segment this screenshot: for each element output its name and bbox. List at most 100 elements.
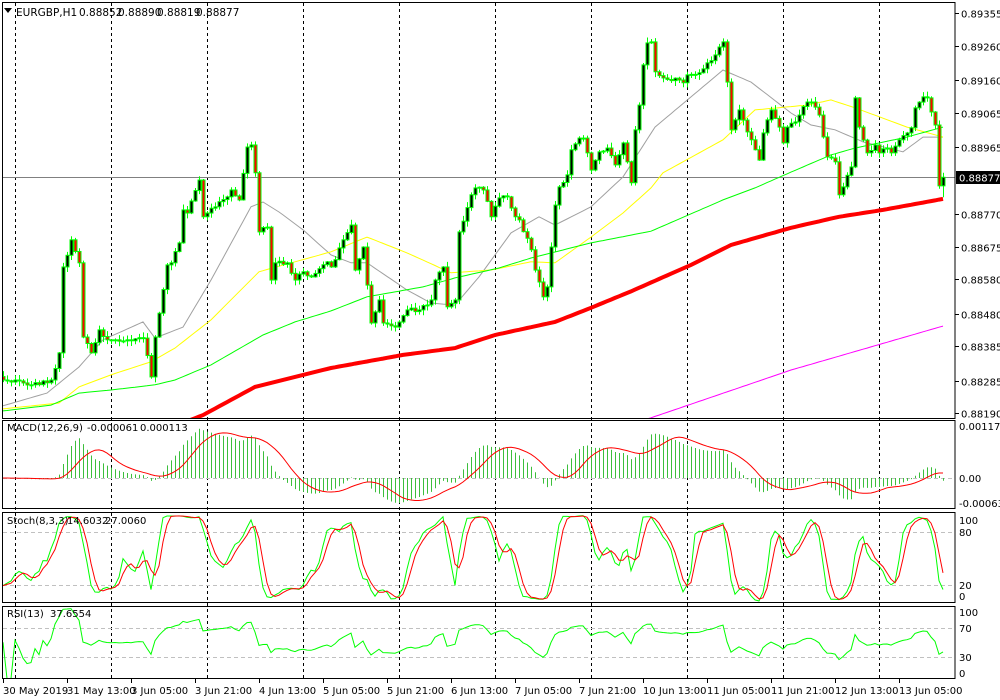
candle-body: [885, 147, 890, 150]
candle: [621, 141, 626, 160]
candle-body: [17, 379, 22, 382]
candle-body: [765, 119, 770, 134]
candle: [713, 50, 718, 65]
candle: [389, 319, 394, 331]
candle-body: [817, 106, 822, 116]
candle: [37, 380, 42, 387]
candle-body: [905, 132, 910, 137]
candle-body: [569, 149, 574, 176]
candle: [785, 125, 790, 148]
candle: [717, 43, 722, 58]
candle-body: [389, 323, 394, 327]
candle-body: [361, 246, 366, 260]
candle-body: [649, 41, 654, 44]
candle: [325, 260, 330, 267]
time-tick-label: 12 Jun 13:00: [835, 686, 899, 697]
candle-body: [897, 139, 902, 147]
stoch-panel-frame: [2, 512, 956, 603]
stoch-scale-0: 0: [959, 592, 965, 603]
candle-body: [577, 137, 582, 145]
price-tick-label: 0.88965: [961, 144, 1000, 155]
candle: [937, 120, 942, 189]
candle-body: [565, 174, 570, 184]
candle: [421, 304, 426, 316]
candle: [357, 257, 362, 275]
candle: [69, 236, 74, 261]
candle-body: [85, 336, 90, 344]
candle-body: [829, 156, 834, 159]
candle: [409, 304, 414, 312]
candle-body: [437, 271, 442, 281]
header-close: 0.88877: [196, 7, 239, 19]
candle: [297, 271, 302, 285]
macd-panel[interactable]: [3, 428, 944, 504]
candle: [469, 192, 474, 211]
candle: [381, 295, 386, 326]
candle: [249, 141, 254, 151]
candle: [305, 270, 310, 280]
candle: [217, 196, 222, 210]
candle: [45, 377, 50, 388]
candle: [613, 151, 618, 168]
candle: [697, 69, 702, 80]
candle: [397, 320, 402, 329]
macd-panel-frame: [2, 420, 956, 509]
candle-body: [749, 131, 754, 141]
candle: [633, 126, 638, 186]
candle: [97, 325, 102, 346]
candle-body: [129, 339, 134, 342]
candle: [77, 248, 82, 267]
candle-body: [685, 74, 690, 84]
candle-body: [421, 305, 426, 311]
candle: [933, 111, 938, 129]
candle-body: [933, 111, 938, 126]
candle: [169, 260, 174, 271]
macd-signal-line: [3, 432, 943, 501]
candle-body: [633, 129, 638, 184]
candle: [509, 195, 514, 211]
candle-body: [445, 266, 450, 308]
candle-body: [41, 380, 46, 386]
candle-body: [29, 384, 34, 387]
candle: [797, 109, 802, 127]
candle: [745, 117, 750, 137]
candle-body: [33, 382, 38, 386]
candle: [777, 115, 782, 132]
rsi-panel[interactable]: [3, 608, 944, 679]
candle: [457, 229, 462, 305]
candle: [553, 200, 558, 253]
candle: [265, 223, 270, 231]
candle-body: [425, 304, 430, 307]
price-tick-label: 0.88770: [961, 211, 1000, 222]
time-tick-label: 11 Jun 05:00: [707, 686, 771, 697]
panel-frames: [2, 2, 956, 679]
stochastic-panel[interactable]: [3, 515, 944, 602]
candle-body: [489, 200, 494, 218]
candle-body: [881, 148, 886, 154]
candle-body: [137, 337, 142, 340]
main-price-panel[interactable]: [2, 37, 955, 430]
candle: [53, 364, 58, 385]
candle: [489, 200, 494, 221]
rsi-label: RSI(13): [7, 609, 44, 620]
candle: [841, 182, 846, 197]
triangle-down-icon[interactable]: [4, 8, 12, 13]
candle: [565, 170, 570, 187]
candle: [445, 261, 450, 310]
candle-body: [45, 380, 50, 384]
candle: [85, 334, 90, 349]
candle: [21, 379, 26, 386]
candle-body: [369, 284, 374, 324]
time-tick-label: 7 Jun 05:00: [515, 686, 572, 697]
candle: [849, 161, 854, 177]
candle-body: [221, 199, 226, 203]
candle: [205, 211, 210, 221]
candle: [437, 270, 442, 286]
axes: 0.89355 0.89260 0.89160 0.89065 0.88965 0.887…: [3, 10, 1000, 697]
candle: [533, 246, 538, 273]
candle-body: [693, 73, 698, 76]
candle: [505, 193, 510, 201]
candle: [669, 75, 674, 83]
candle: [581, 135, 586, 142]
